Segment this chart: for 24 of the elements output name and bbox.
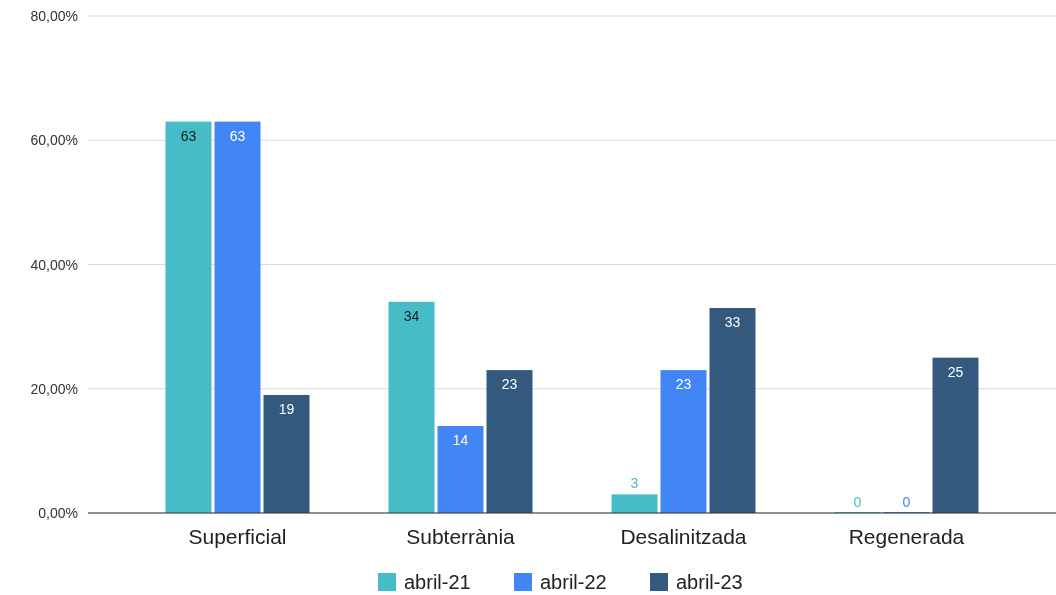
data-label: 33 [724,313,741,330]
data-label: 25 [947,363,964,380]
x-tick-label: Desalinitzada [620,525,747,548]
data-label: 14 [452,432,469,449]
data-label: 19 [278,400,295,417]
data-label: 63 [180,127,197,144]
data-label: 0 [902,494,911,510]
data-label: 34 [403,307,420,324]
legend-label: abril-22 [540,571,607,593]
y-tick-label: 0,00% [38,505,78,521]
legend-label: abril-23 [676,571,743,593]
y-tick-label: 20,00% [30,380,78,397]
y-tick-label: 40,00% [30,256,78,273]
data-label: 0 [853,494,862,510]
legend-label: abril-21 [404,571,471,593]
x-tick-label: Superficial [188,525,287,548]
data-label: 63 [229,127,246,144]
y-tick-label: 60,00% [30,132,78,149]
data-label: 23 [501,376,518,393]
data-label: 23 [675,376,692,393]
data-label: 3 [630,475,639,492]
x-tick-label: Subterrània [406,525,516,548]
x-tick-label: Regenerada [848,525,965,548]
y-tick-label: 80,00% [30,8,78,24]
